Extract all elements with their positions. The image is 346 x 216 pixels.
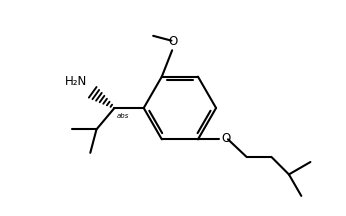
- Text: H₂N: H₂N: [65, 75, 87, 88]
- Text: abs: abs: [117, 113, 129, 119]
- Text: O: O: [168, 35, 177, 48]
- Text: O: O: [221, 132, 230, 145]
